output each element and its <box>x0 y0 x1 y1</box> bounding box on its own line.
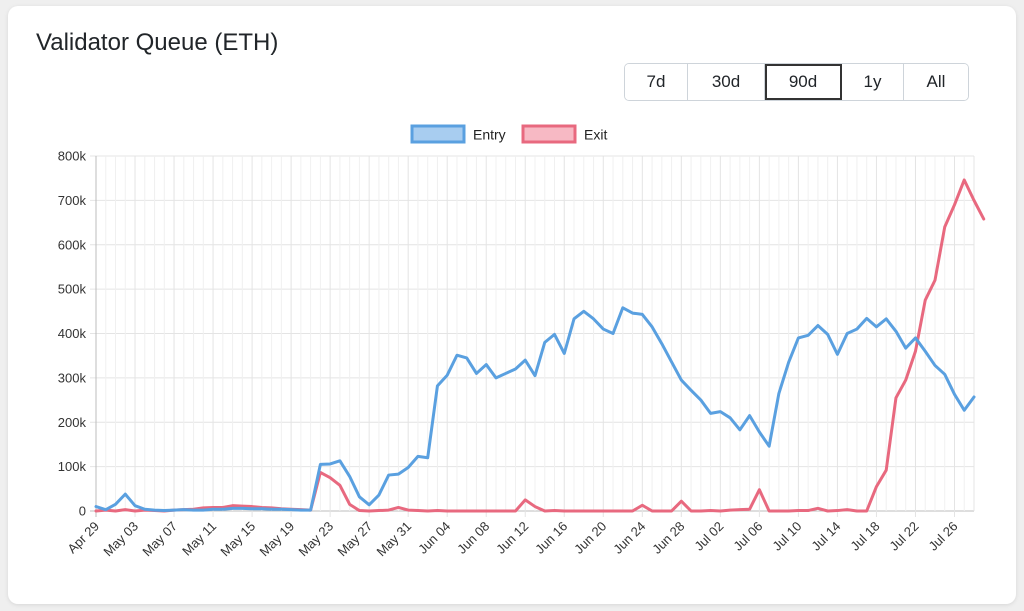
legend-swatch <box>521 124 577 144</box>
x-tick-label: Jun 28 <box>649 519 687 557</box>
chart-series <box>94 178 986 513</box>
legend-item-entry[interactable]: Entry <box>410 124 506 144</box>
time-range-selector: 7d 30d 90d 1y All <box>624 63 969 101</box>
y-tick-label: 800k <box>58 149 87 164</box>
y-axis: 0 100k 200k 300k 400k 500k 600k 700k 800k <box>58 149 87 519</box>
y-tick-label: 500k <box>58 282 87 297</box>
range-90d-button[interactable]: 90d <box>765 64 842 100</box>
y-tick-label: 300k <box>58 370 87 385</box>
chart-legend: Entry Exit <box>410 124 607 144</box>
x-tick-label: May 27 <box>335 519 376 560</box>
x-tick-label: May 31 <box>374 519 415 560</box>
x-tick-label: Jul 02 <box>691 519 726 554</box>
series-line-entry <box>94 306 976 513</box>
y-tick-label: 0 <box>79 504 86 519</box>
x-tick-label: May 15 <box>217 519 258 560</box>
page-title: Validator Queue (ETH) <box>36 29 279 56</box>
x-tick-label: Jun 04 <box>415 519 453 557</box>
y-tick-label: 200k <box>58 415 87 430</box>
x-tick-label: Jun 20 <box>571 519 609 557</box>
y-tick-label: 100k <box>58 459 87 474</box>
x-tick-label: Jul 22 <box>886 519 921 554</box>
x-tick-label: Jul 14 <box>808 519 843 554</box>
x-tick-label: Jun 08 <box>454 519 492 557</box>
x-tick-label: May 03 <box>100 519 141 560</box>
x-tick-label: May 23 <box>295 519 336 560</box>
legend-label: Exit <box>584 127 607 143</box>
chart-grid <box>90 155 975 517</box>
y-tick-label: 400k <box>58 326 87 341</box>
legend-item-exit[interactable]: Exit <box>521 124 607 144</box>
legend-swatch <box>410 124 466 144</box>
legend-label: Entry <box>473 127 506 143</box>
x-tick-label: Jun 12 <box>493 519 531 557</box>
x-tick-label: Jul 10 <box>769 519 804 554</box>
x-tick-label: May 19 <box>256 519 297 560</box>
y-tick-label: 600k <box>58 237 87 252</box>
x-tick-label: Jul 06 <box>730 519 765 554</box>
y-tick-label: 700k <box>58 193 87 208</box>
range-7d-button[interactable]: 7d <box>625 64 688 100</box>
series-line-exit <box>94 178 986 513</box>
chart-card <box>8 6 1016 604</box>
x-tick-label: Jul 26 <box>925 519 960 554</box>
range-30d-button[interactable]: 30d <box>688 64 765 100</box>
x-tick-label: Jul 18 <box>847 519 882 554</box>
x-tick-label: Jun 24 <box>610 519 648 557</box>
x-tick-label: May 11 <box>179 519 219 559</box>
range-all-button[interactable]: All <box>904 64 968 100</box>
range-1y-button[interactable]: 1y <box>842 64 904 100</box>
x-tick-label: May 07 <box>139 519 180 560</box>
x-tick-label: Jun 16 <box>532 519 570 557</box>
x-tick-label: Apr 29 <box>64 519 102 557</box>
